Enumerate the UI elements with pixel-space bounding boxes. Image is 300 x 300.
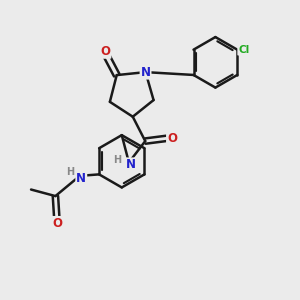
Text: H: H [113, 155, 122, 165]
Text: O: O [167, 132, 177, 145]
Text: N: N [76, 172, 86, 185]
Text: O: O [100, 45, 110, 58]
Text: Cl: Cl [238, 45, 249, 55]
Text: H: H [66, 167, 74, 177]
Text: O: O [52, 217, 62, 230]
Text: N: N [140, 66, 151, 79]
Text: N: N [126, 158, 136, 171]
